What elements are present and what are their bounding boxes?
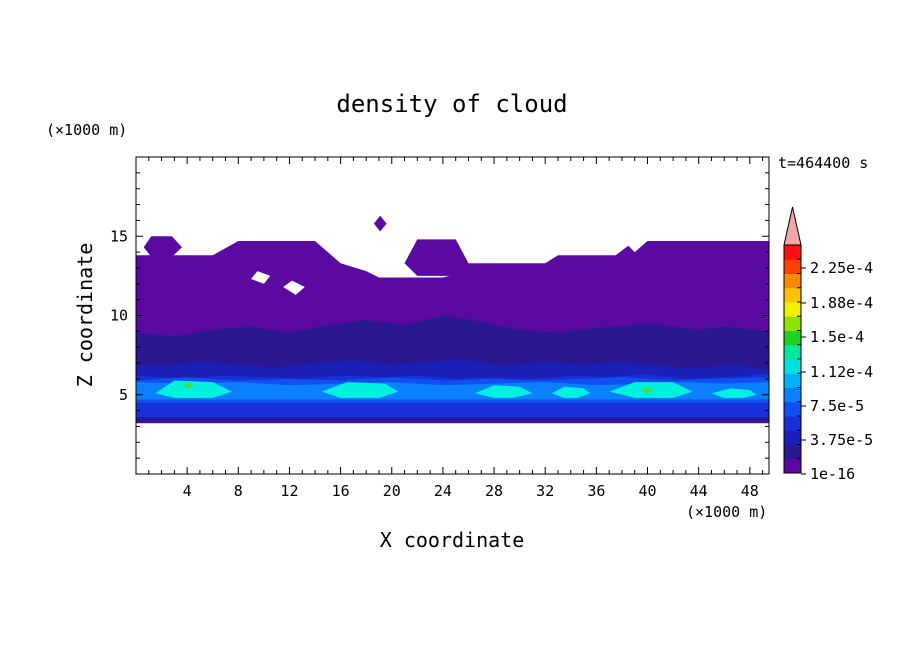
colorbar-segment: [784, 316, 801, 331]
y-tick-label: 15: [110, 227, 128, 245]
y-unit-label: (×1000 m): [46, 121, 127, 139]
x-tick-label: 28: [485, 482, 503, 500]
colorbar-label: 1.88e-4: [810, 294, 873, 312]
x-axis-ticks: 4 8 12 16 20 24 28 32 36 40 44 48: [148, 157, 764, 500]
y-tick-label: 5: [119, 386, 128, 404]
contour-band-5: [136, 382, 769, 400]
colorbar-segment: [784, 359, 801, 374]
x-tick-label: 32: [536, 482, 554, 500]
colorbar-segment: [784, 245, 801, 260]
colorbar-label: 1.12e-4: [810, 363, 873, 381]
y-axis-ticks: 5 10 15: [110, 172, 769, 459]
x-axis-title: X coordinate: [380, 528, 525, 552]
x-tick-label: 40: [638, 482, 656, 500]
x-tick-label: 8: [234, 482, 243, 500]
colorbar-segment: [784, 401, 801, 417]
colorbar-segment: [784, 387, 801, 403]
contour-patch-6-5: [711, 388, 757, 398]
colorbar-label: 3.75e-5: [810, 431, 873, 449]
x-tick-label: 36: [587, 482, 605, 500]
chart-title: density of cloud: [336, 90, 567, 118]
y-tick-label: 10: [110, 307, 128, 325]
contour-patch-0-2: [373, 215, 387, 232]
colorbar-label: 2.25e-4: [810, 259, 873, 277]
contour-patch-7-0: [183, 382, 194, 389]
colorbar-segment: [784, 373, 801, 388]
contour-patch-6-2: [474, 385, 533, 398]
colorbar-segment: [784, 444, 801, 460]
colorbar-segment: [784, 430, 801, 445]
contour-patch-6-0: [155, 380, 232, 398]
colorbar-label: 1e-16: [810, 465, 855, 483]
x-unit-label: (×1000 m): [686, 503, 767, 521]
colorbar-label: 1.5e-4: [810, 328, 864, 346]
x-tick-label: 20: [383, 482, 401, 500]
x-tick-label: 16: [332, 482, 350, 500]
colorbar-segment: [784, 259, 801, 274]
colorbar-label: 7.5e-5: [810, 397, 864, 415]
colorbar-segment: [784, 287, 801, 303]
y-axis-title: Z coordinate: [73, 243, 97, 388]
colorbar-segment: [784, 273, 801, 289]
contour-patch-7-1: [641, 386, 654, 394]
x-tick-label: 24: [434, 482, 452, 500]
colorbar-overflow-triangle: [783, 206, 802, 246]
time-label: t=464400 s: [778, 154, 868, 172]
colorbar-segment: [784, 416, 801, 431]
contour-patch-6-1: [321, 382, 399, 398]
x-tick-label: 12: [280, 482, 298, 500]
contour-hole-0-1: [283, 280, 305, 295]
contour-layers: [136, 215, 769, 424]
colorbar-segment: [784, 302, 801, 317]
x-tick-label: 48: [741, 482, 759, 500]
colorbar: 2.25e-4 1.88e-4 1.5e-4 1.12e-4 7.5e-5 3.75e-5…: [783, 206, 873, 483]
colorbar-segment: [784, 458, 801, 474]
x-tick-label: 4: [183, 482, 192, 500]
x-tick-label: 44: [690, 482, 708, 500]
contour-hole-0-0: [251, 271, 271, 284]
colorbar-segment: [784, 330, 801, 346]
contour-patch-0-1: [404, 239, 469, 276]
contour-patch-0-0: [143, 236, 182, 257]
contour-patch-6-3: [551, 386, 590, 398]
colorbar-segment: [784, 344, 801, 360]
